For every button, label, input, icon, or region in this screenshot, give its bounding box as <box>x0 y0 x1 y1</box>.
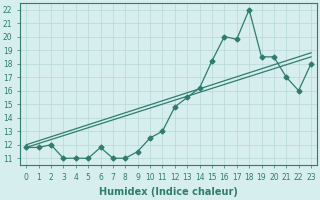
X-axis label: Humidex (Indice chaleur): Humidex (Indice chaleur) <box>99 187 238 197</box>
